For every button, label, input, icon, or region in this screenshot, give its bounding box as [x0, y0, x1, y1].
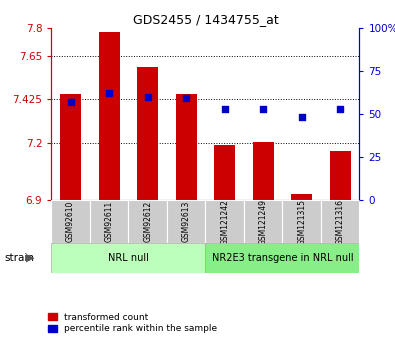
Text: GSM121315: GSM121315 — [297, 199, 306, 245]
Point — [337, 106, 343, 111]
Bar — [321, 200, 359, 243]
Bar — [329, 151, 351, 200]
Bar — [205, 200, 244, 243]
Point — [299, 115, 305, 120]
Title: GDS2455 / 1434755_at: GDS2455 / 1434755_at — [133, 13, 278, 27]
Bar — [60, 94, 81, 200]
Bar — [51, 200, 90, 243]
Bar — [291, 194, 312, 200]
Bar — [137, 67, 158, 200]
Bar — [167, 200, 205, 243]
Point — [260, 106, 266, 111]
Point — [183, 96, 189, 101]
Bar — [51, 243, 205, 273]
Text: GSM121316: GSM121316 — [336, 199, 345, 245]
Bar — [205, 243, 359, 273]
Bar — [128, 200, 167, 243]
Text: GSM121242: GSM121242 — [220, 199, 229, 245]
Text: GSM121249: GSM121249 — [259, 199, 268, 245]
Text: ▶: ▶ — [26, 253, 34, 263]
Text: GSM92613: GSM92613 — [182, 201, 191, 242]
Text: GSM92612: GSM92612 — [143, 201, 152, 242]
Point — [106, 90, 112, 96]
Text: strain: strain — [4, 253, 34, 263]
Legend: transformed count, percentile rank within the sample: transformed count, percentile rank withi… — [44, 309, 221, 337]
Bar — [90, 200, 128, 243]
Point — [222, 106, 228, 111]
Bar — [175, 94, 197, 200]
Point — [68, 99, 74, 105]
Text: GSM92611: GSM92611 — [105, 201, 114, 242]
Text: NR2E3 transgene in NRL null: NR2E3 transgene in NRL null — [212, 253, 353, 263]
Text: NRL null: NRL null — [108, 253, 149, 263]
Bar — [252, 142, 274, 200]
Text: GSM92610: GSM92610 — [66, 201, 75, 242]
Bar — [98, 32, 120, 200]
Bar — [214, 146, 235, 200]
Bar — [282, 200, 321, 243]
Bar — [244, 200, 282, 243]
Point — [145, 94, 151, 99]
